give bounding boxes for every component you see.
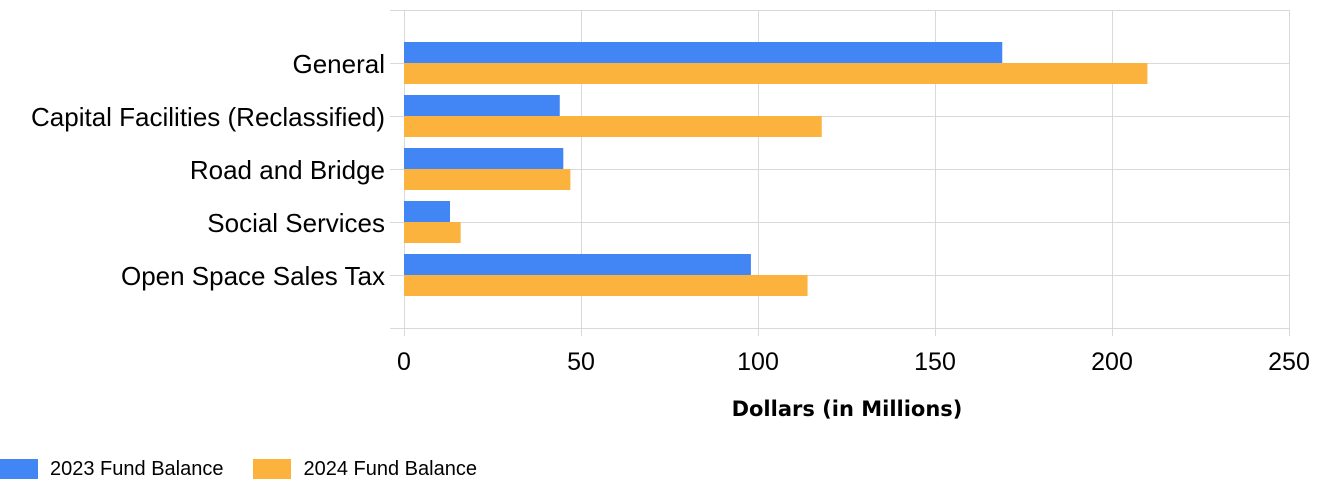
x-tick-labels: 0 50 100 150 200 250: [397, 348, 1310, 376]
category-label: General: [293, 49, 386, 79]
x-tick-label: 50: [567, 348, 595, 376]
category-label: Capital Facilities (Reclassified): [31, 102, 385, 132]
bar-2024: [404, 169, 571, 190]
bar-2023: [404, 148, 564, 169]
legend-item-2024: 2024 Fund Balance: [253, 457, 477, 481]
legend: 2023 Fund Balance 2024 Fund Balance: [0, 456, 507, 482]
category-labels: General Capital Facilities (Reclassified)…: [31, 49, 385, 291]
x-tick-label: 250: [1268, 348, 1310, 376]
x-tick-label: 0: [397, 348, 411, 376]
category-label: Open Space Sales Tax: [121, 261, 385, 291]
x-tick-label: 150: [914, 348, 956, 376]
legend-label-2023: 2023 Fund Balance: [50, 457, 224, 480]
bar-2023: [404, 254, 751, 275]
x-tick-label: 200: [1091, 348, 1133, 376]
bar-2023: [404, 95, 560, 116]
legend-item-2023: 2023 Fund Balance: [0, 458, 223, 481]
bar-2024: [404, 116, 822, 137]
bars: [404, 42, 1148, 296]
legend-swatch-2023: [0, 459, 38, 479]
x-tick-label: 100: [737, 348, 779, 376]
category-label: Road and Bridge: [190, 155, 385, 185]
bar-2024: [404, 275, 808, 296]
x-axis-title: Dollars (in Millions): [732, 397, 963, 421]
legend-label-2024: 2024 Fund Balance: [303, 457, 477, 480]
bar-2023: [404, 42, 1003, 63]
category-label: Social Services: [207, 208, 385, 238]
bar-2024: [404, 63, 1148, 84]
legend-swatch-2024: [253, 459, 292, 479]
bar-2023: [404, 201, 451, 222]
bar-2024: [404, 222, 461, 243]
